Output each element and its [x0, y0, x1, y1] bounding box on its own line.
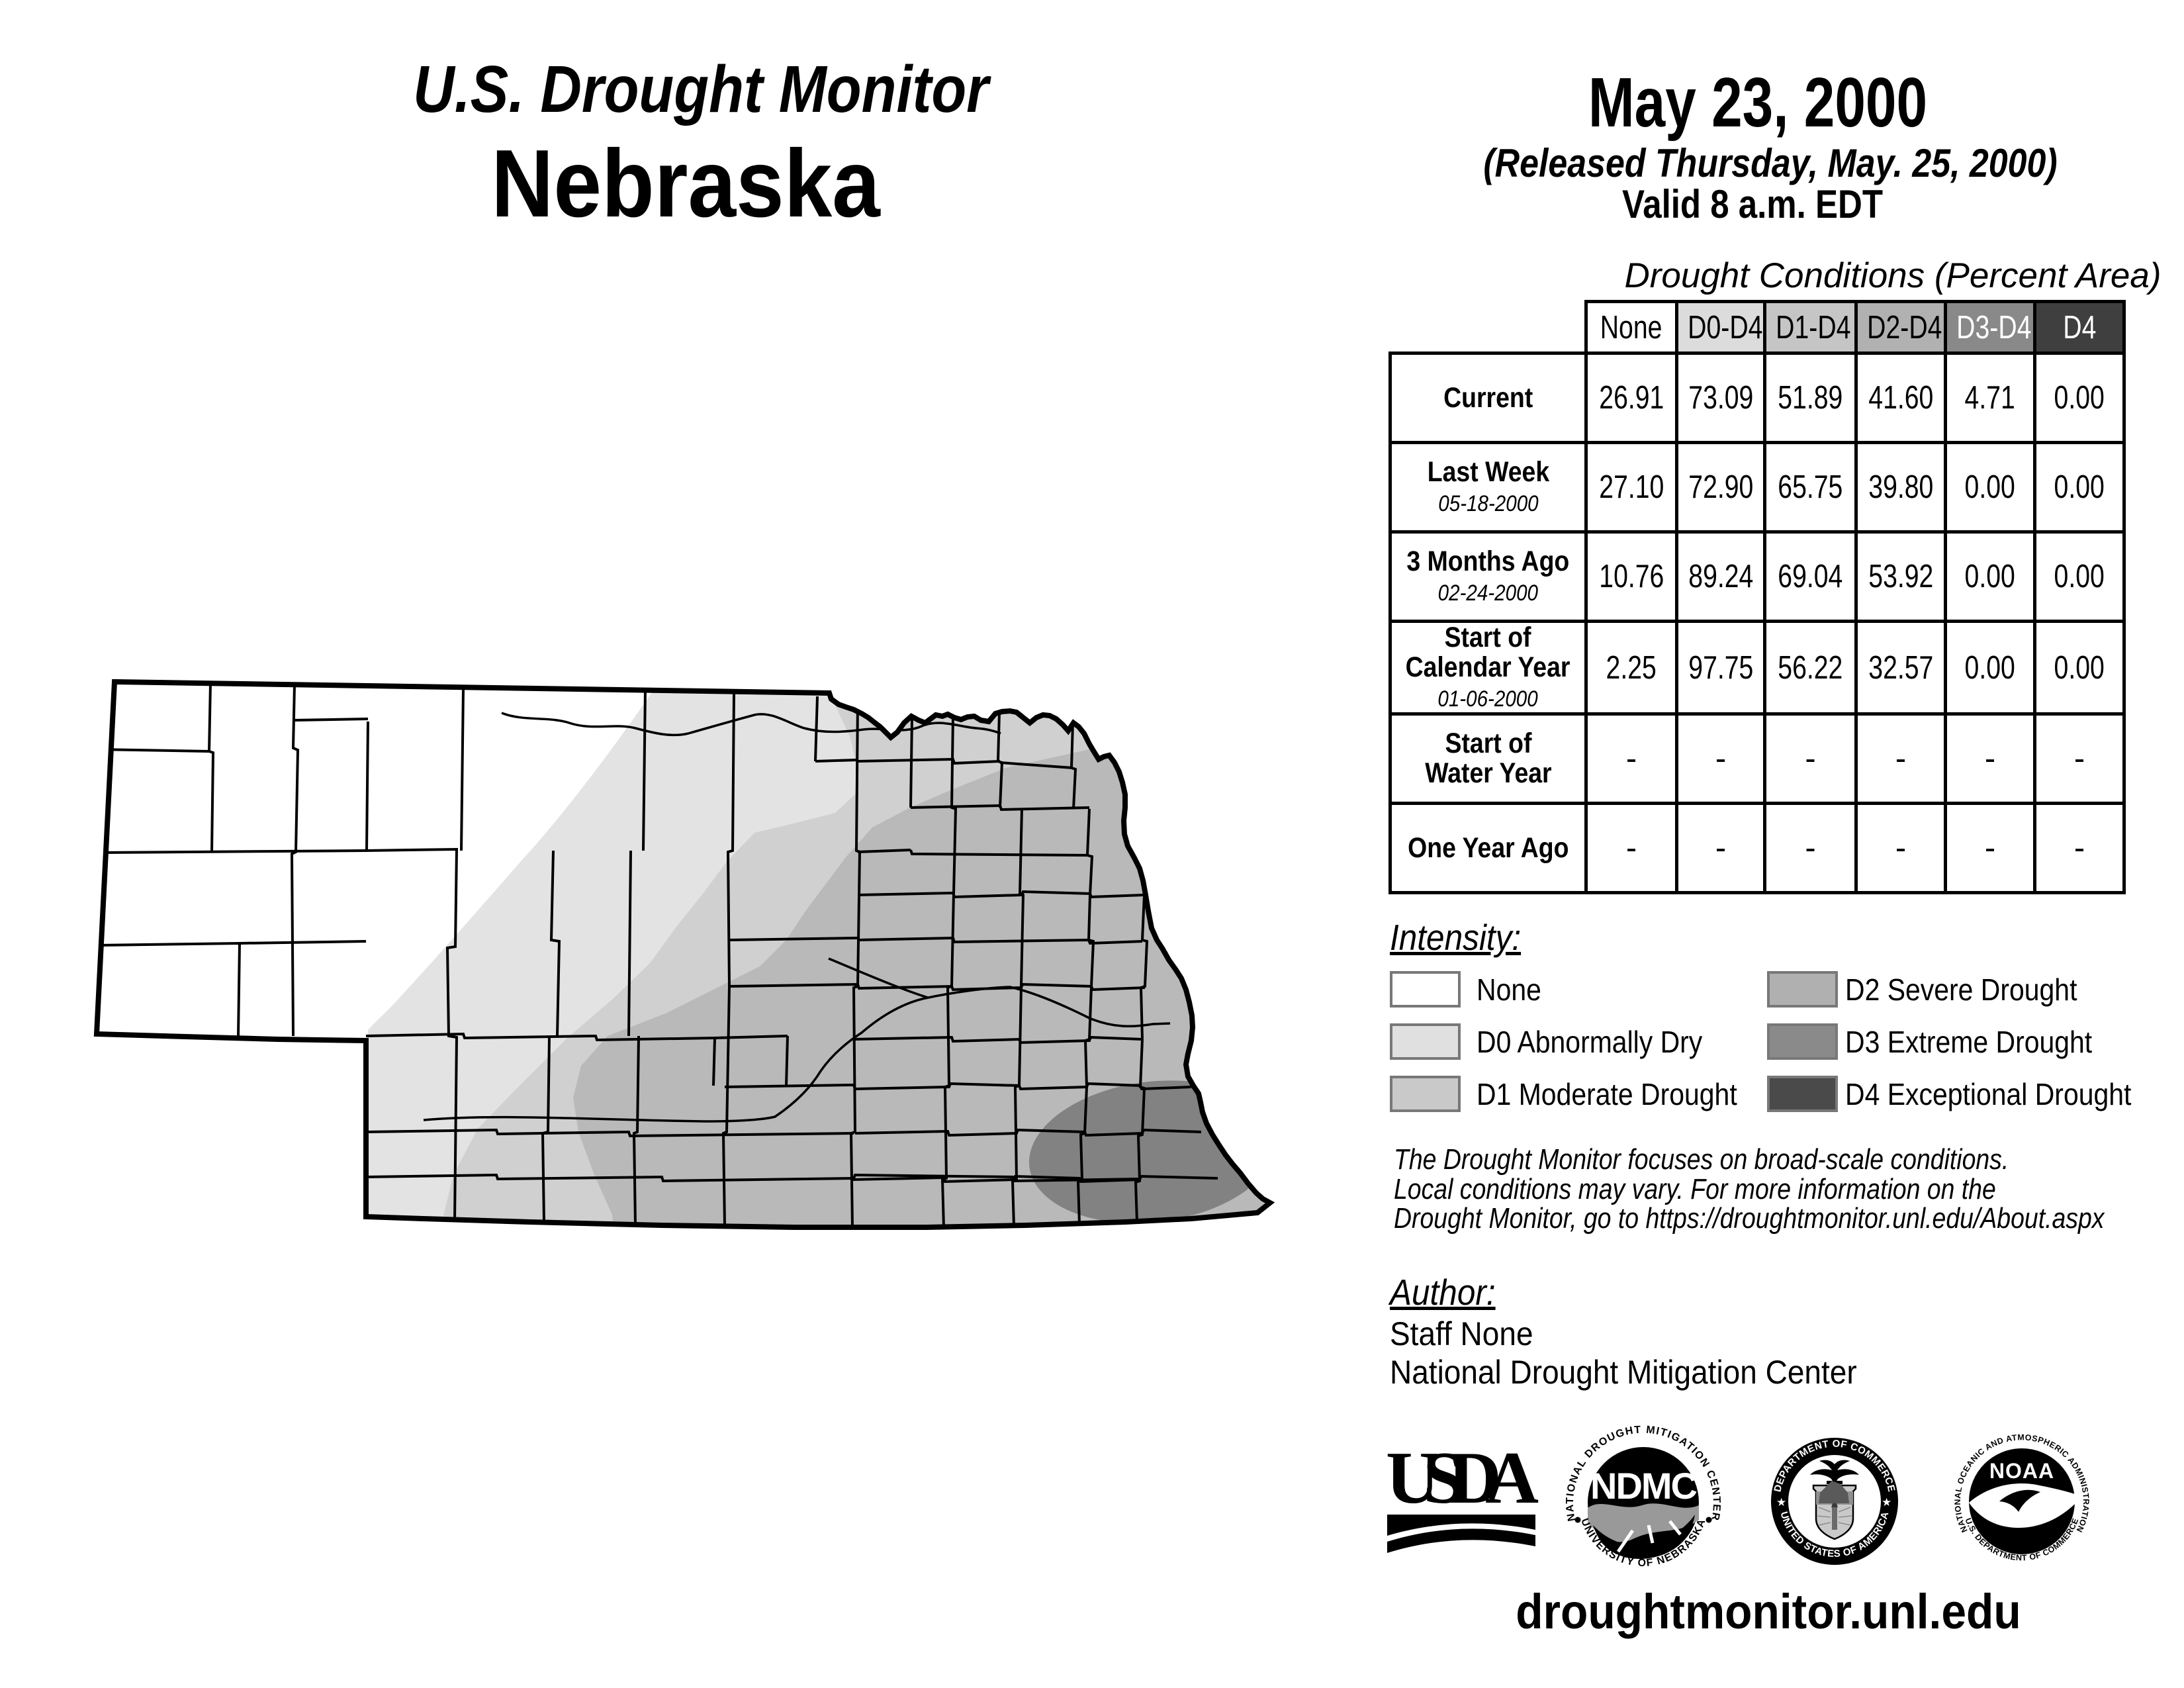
- svg-text:USDA: USDA: [1386, 1437, 1539, 1519]
- svg-text:NOAA: NOAA: [1989, 1459, 2054, 1483]
- svg-text:★: ★: [1776, 1496, 1786, 1509]
- svg-text:★: ★: [1882, 1496, 1891, 1509]
- svg-text:NDMC: NDMC: [1590, 1465, 1697, 1507]
